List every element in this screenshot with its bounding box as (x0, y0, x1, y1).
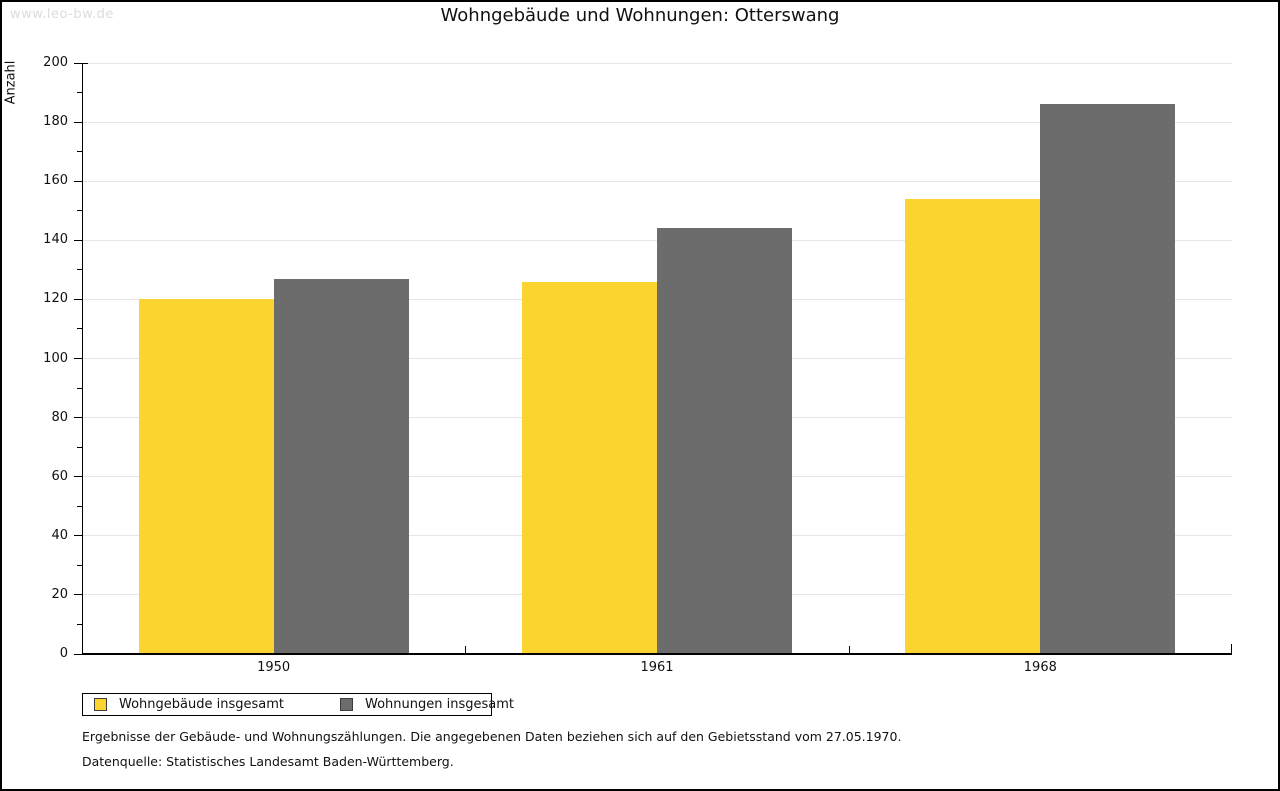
x-divider-tick (465, 646, 467, 654)
bar-wohnungen-1968 (1040, 104, 1176, 654)
legend-item-wohngebaeude: Wohngebäude insgesamt (94, 697, 284, 712)
y-major-tick (74, 298, 82, 300)
watermark: www.leo-bw.de (10, 7, 114, 22)
y-minor-tick (77, 446, 82, 448)
bar-wohnungen-1961 (657, 228, 792, 654)
y-tick-label: 20 (51, 586, 68, 602)
y-gridline (82, 121, 1232, 123)
footnote-line-2: Datenquelle: Statistisches Landesamt Bad… (82, 754, 454, 769)
y-major-tick (74, 535, 82, 537)
y-axis (82, 63, 83, 654)
x-tick-label: 1961 (640, 660, 674, 675)
x-axis (82, 653, 1232, 655)
legend-label: Wohnungen insgesamt (365, 697, 514, 712)
y-minor-tick (77, 151, 82, 153)
bar-wohngebaeude-1961 (522, 281, 657, 654)
legend-swatch-icon (94, 698, 107, 711)
y-tick-label: 0 (59, 646, 68, 661)
footnote-line-1: Ergebnisse der Gebäude- und Wohnungszähl… (82, 729, 902, 744)
y-minor-tick (77, 623, 82, 625)
y-major-tick (74, 121, 82, 123)
x-tick-label: 1968 (1023, 660, 1057, 675)
y-major-tick (74, 239, 82, 241)
legend-label: Wohngebäude insgesamt (119, 697, 284, 712)
y-minor-tick (77, 269, 82, 271)
y-major-tick (74, 594, 82, 596)
legend-swatch-icon (340, 698, 353, 711)
y-major-tick (74, 417, 82, 419)
legend: Wohngebäude insgesamt Wohnungen insgesamt (82, 693, 514, 716)
y-minor-tick (77, 505, 82, 507)
chart-title: Wohngebäude und Wohnungen: Otterswang (440, 5, 840, 26)
y-tick-label: 40 (51, 527, 68, 543)
y-major-tick (74, 476, 82, 478)
x-tick-label: 1950 (257, 660, 291, 675)
y-gridline (82, 62, 1232, 64)
bar-wohngebaeude-1950 (138, 299, 274, 654)
y-minor-tick (77, 387, 82, 389)
y-gridline (82, 180, 1232, 182)
y-minor-tick (77, 210, 82, 212)
y-minor-tick (77, 92, 82, 94)
y-tick-label: 160 (43, 173, 68, 189)
y-tick-label: 100 (43, 350, 68, 366)
x-axis-end-cap (1231, 644, 1232, 654)
y-tick-label: 180 (43, 114, 68, 130)
y-tick-label: 200 (43, 55, 68, 70)
y-tick-label: 80 (51, 409, 68, 425)
y-major-tick (74, 180, 82, 182)
x-divider-tick (848, 646, 850, 654)
legend-item-wohnungen: Wohnungen insgesamt (340, 697, 514, 712)
y-major-tick (74, 653, 82, 655)
y-minor-tick (77, 328, 82, 330)
y-axis-end-cap (82, 63, 88, 64)
y-tick-label: 140 (43, 232, 68, 248)
bar-wohngebaeude-1968 (905, 198, 1041, 654)
y-tick-label: 60 (51, 468, 68, 484)
y-major-tick (74, 62, 82, 64)
y-major-tick (74, 358, 82, 359)
y-tick-label: 120 (43, 291, 68, 307)
bar-wohnungen-1950 (273, 278, 409, 654)
y-minor-tick (77, 564, 82, 566)
